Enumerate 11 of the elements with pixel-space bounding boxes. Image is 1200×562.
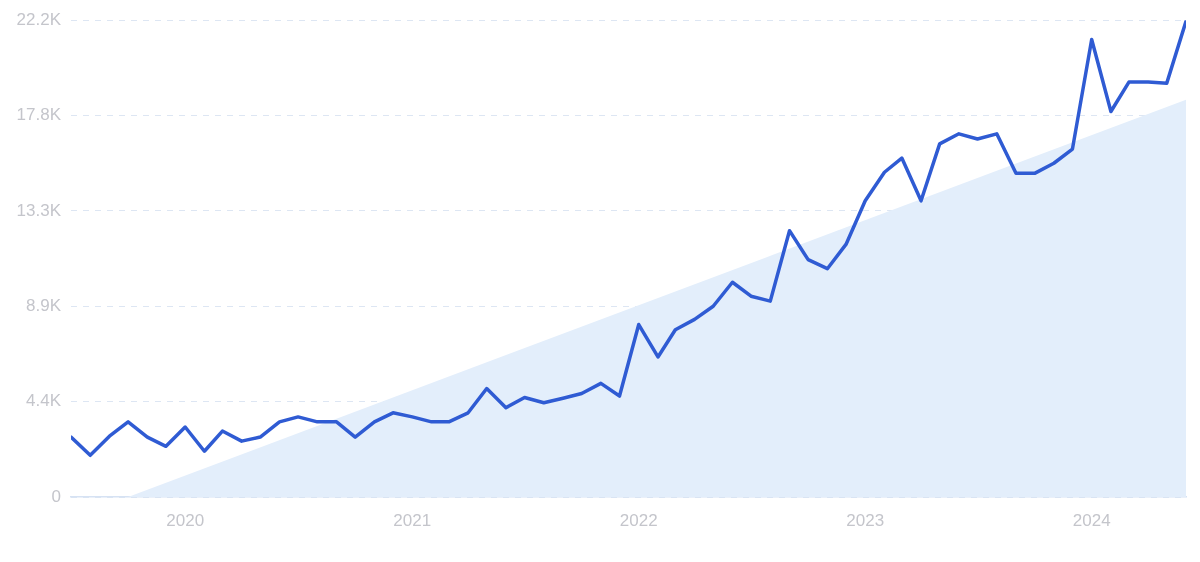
x-tick-label: 2023 (846, 510, 885, 530)
y-tick-label: 4.4K (26, 391, 62, 411)
y-tick-label: 13.3K (16, 200, 62, 220)
y-tick-label: 8.9K (26, 295, 62, 315)
x-tick-label: 2024 (1072, 510, 1111, 530)
y-tick-label: 17.8K (16, 105, 62, 125)
y-tick-label: 0 (51, 486, 61, 506)
x-tick-label: 2022 (619, 510, 658, 530)
x-tick-label: 2021 (393, 510, 432, 530)
y-tick-label: 22.2K (16, 9, 62, 29)
x-tick-label: 2020 (166, 510, 205, 530)
